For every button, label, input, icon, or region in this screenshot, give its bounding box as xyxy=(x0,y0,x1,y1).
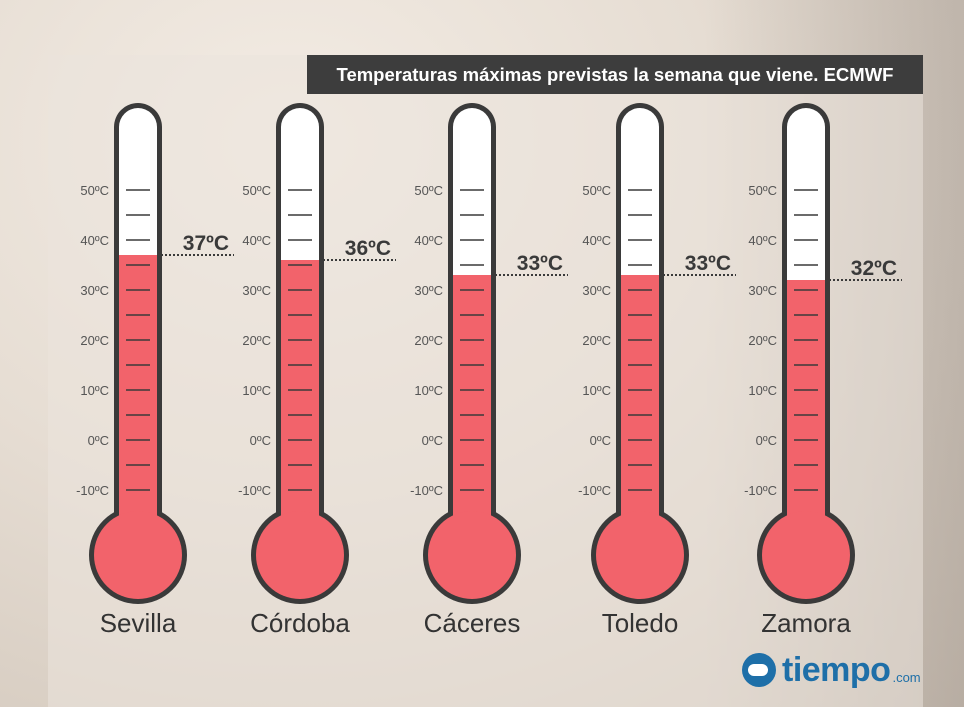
tick-label: -10ºC xyxy=(744,483,777,498)
thermometer-bulb xyxy=(428,511,516,599)
tick-label: 40ºC xyxy=(242,233,271,248)
tick-label: 0ºC xyxy=(422,433,443,448)
thermometer-bulb xyxy=(256,511,344,599)
value-label: 37ºC xyxy=(183,232,229,255)
tick-label: 30ºC xyxy=(80,283,109,298)
mercury-bar xyxy=(787,280,825,555)
city-label: Córdoba xyxy=(250,608,350,638)
tick-label: 30ºC xyxy=(414,283,443,298)
mercury-bar xyxy=(281,260,319,555)
brand-name: tiempo xyxy=(782,650,891,689)
tick-label: 10ºC xyxy=(582,383,611,398)
tick-label: 50ºC xyxy=(242,183,271,198)
cloud-icon xyxy=(742,653,776,687)
tick-label: 40ºC xyxy=(414,233,443,248)
tick-label: 40ºC xyxy=(582,233,611,248)
tick-label: 10ºC xyxy=(242,383,271,398)
tick-label: -10ºC xyxy=(238,483,271,498)
thermometer-bulb xyxy=(762,511,850,599)
tick-label: 20ºC xyxy=(748,333,777,348)
value-label: 33ºC xyxy=(517,252,563,275)
city-label: Cáceres xyxy=(424,608,521,638)
tick-label: 20ºC xyxy=(414,333,443,348)
tick-label: 0ºC xyxy=(88,433,109,448)
value-label: 36ºC xyxy=(345,237,391,260)
tick-label: 0ºC xyxy=(756,433,777,448)
thermometer-bulb xyxy=(94,511,182,599)
tick-label: 50ºC xyxy=(414,183,443,198)
tick-label: -10ºC xyxy=(76,483,109,498)
tick-label: 30ºC xyxy=(242,283,271,298)
tick-label: 10ºC xyxy=(80,383,109,398)
tick-label: 50ºC xyxy=(80,183,109,198)
tick-label: 30ºC xyxy=(582,283,611,298)
tick-label: 50ºC xyxy=(748,183,777,198)
brand-logo[interactable]: tiempo .com xyxy=(742,650,921,690)
tick-label: 0ºC xyxy=(250,433,271,448)
city-label: Sevilla xyxy=(100,608,177,638)
thermometer-bulb xyxy=(596,511,684,599)
value-label: 33ºC xyxy=(685,252,731,275)
tick-label: 30ºC xyxy=(748,283,777,298)
mercury-bar xyxy=(119,255,157,555)
tick-label: -10ºC xyxy=(578,483,611,498)
tick-label: 10ºC xyxy=(414,383,443,398)
city-label: Zamora xyxy=(761,608,851,638)
city-label: Toledo xyxy=(602,608,679,638)
tick-label: 20ºC xyxy=(582,333,611,348)
tick-label: 20ºC xyxy=(80,333,109,348)
tick-label: 10ºC xyxy=(748,383,777,398)
tick-label: 40ºC xyxy=(748,233,777,248)
value-label: 32ºC xyxy=(851,257,897,280)
tick-label: -10ºC xyxy=(410,483,443,498)
tick-label: 40ºC xyxy=(80,233,109,248)
tick-label: 20ºC xyxy=(242,333,271,348)
chart-title: Temperaturas máximas previstas la semana… xyxy=(307,55,923,94)
tick-label: 0ºC xyxy=(590,433,611,448)
brand-suffix: .com xyxy=(892,669,921,685)
tick-label: 50ºC xyxy=(582,183,611,198)
